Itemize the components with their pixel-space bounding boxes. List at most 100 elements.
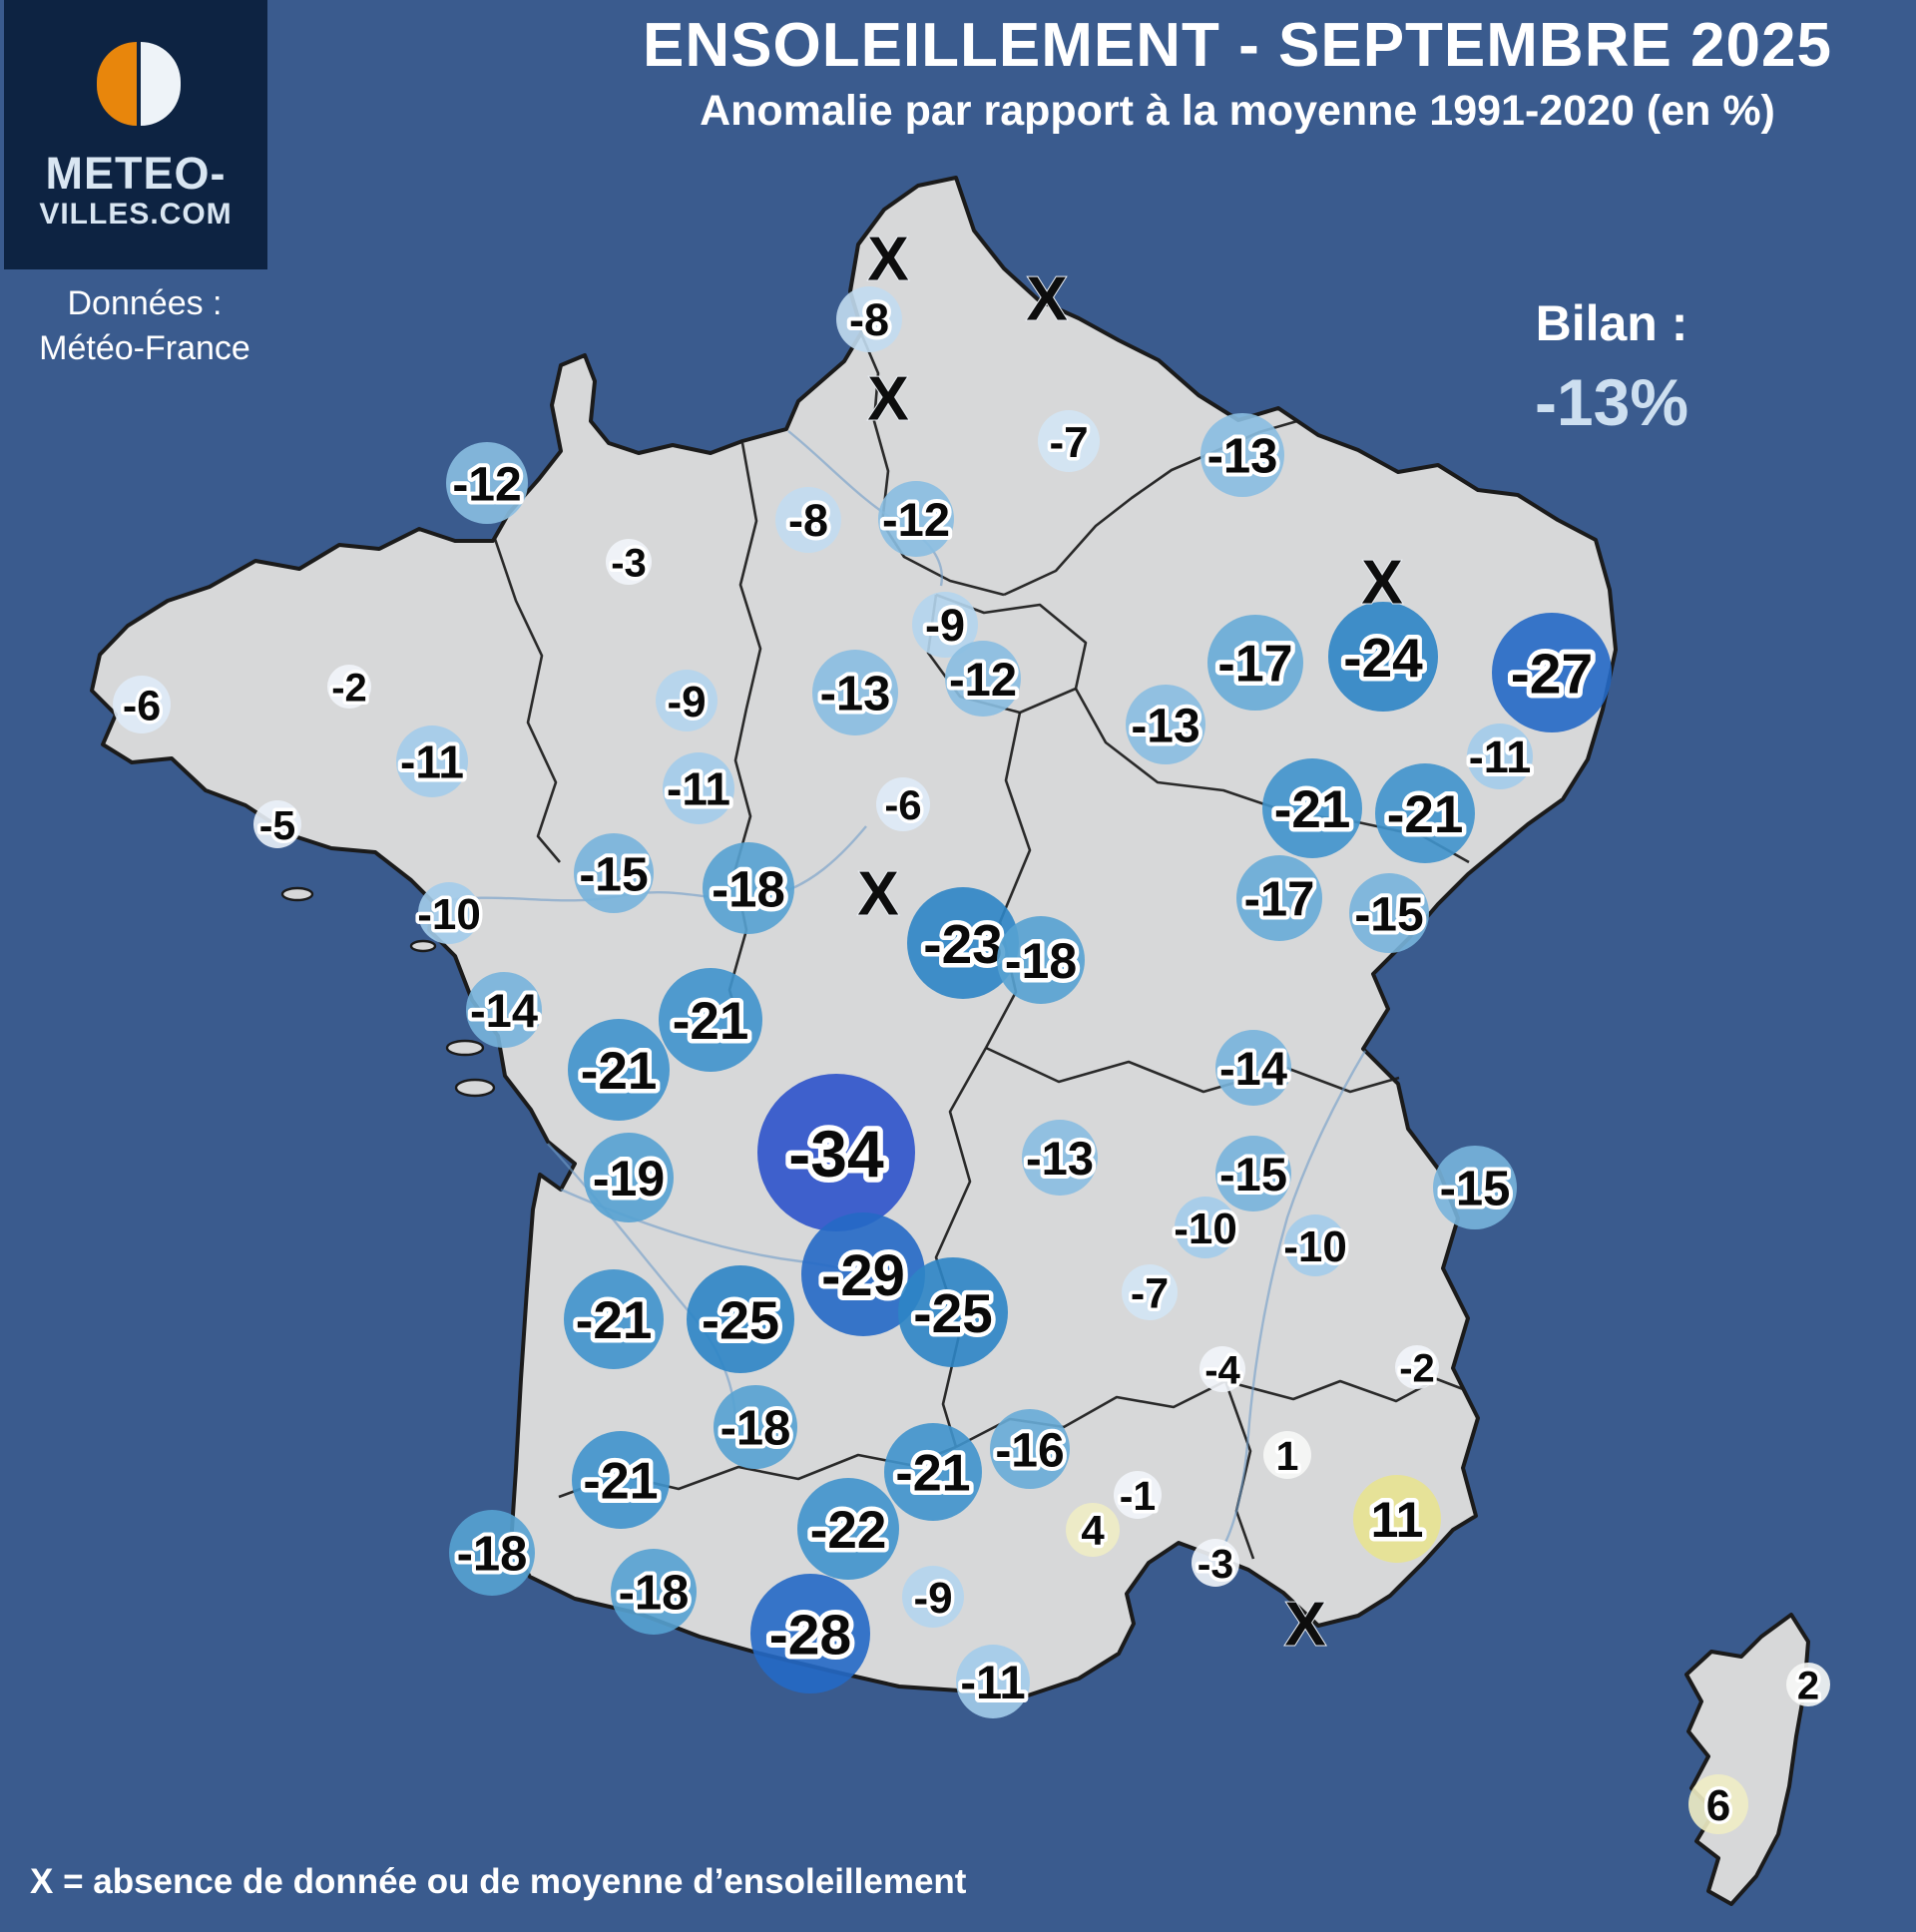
- anomaly-bubble: -17: [1236, 855, 1322, 941]
- anomaly-bubble: 11: [1353, 1475, 1441, 1563]
- anomaly-bubble-circle: [564, 1269, 664, 1369]
- anomaly-value: -18: [457, 1528, 528, 1582]
- anomaly-bubble: -3: [606, 538, 652, 589]
- anomaly-bubble-circle: [1263, 1431, 1311, 1479]
- anomaly-bubble-circle: [1433, 1146, 1517, 1229]
- anomaly-bubble: -14: [466, 972, 542, 1048]
- anomaly-bubble-circle: [446, 442, 528, 524]
- anomaly-bubble: -21: [884, 1423, 982, 1521]
- anomaly-bubble-circle: [449, 1510, 535, 1596]
- anomaly-bubble-circle: [113, 676, 171, 733]
- anomaly-value: -7: [1049, 418, 1088, 467]
- anomaly-value: -21: [581, 1042, 658, 1101]
- anomaly-bubble-circle: [797, 1478, 899, 1580]
- region-border: [727, 442, 762, 1041]
- anomaly-bubble-circle: [584, 1133, 674, 1222]
- anomaly-bubble: -2: [327, 663, 371, 714]
- anomaly-bubble: -12: [446, 442, 528, 524]
- anomaly-bubble: -2: [1395, 1343, 1439, 1394]
- brand-name-line2: VILLES.COM: [39, 198, 233, 231]
- region-border: [1224, 1377, 1464, 1403]
- anomaly-value: -8: [849, 294, 889, 345]
- anomaly-value: -21: [1274, 780, 1351, 839]
- anomaly-bubble-circle: [572, 1431, 670, 1529]
- anomaly-value: -21: [895, 1445, 970, 1503]
- anomaly-bubble-circle: [1215, 1030, 1291, 1106]
- anomaly-value: -19: [593, 1151, 665, 1207]
- anomaly-value: -8: [788, 495, 828, 546]
- anomaly-value: -15: [1219, 1148, 1287, 1201]
- anomaly-bubble-circle: [656, 670, 718, 731]
- anomaly-value: -10: [417, 890, 481, 939]
- anomaly-bubble: -15: [1433, 1146, 1517, 1229]
- no-data-x-marker: X: [867, 225, 908, 293]
- anomaly-value: -3: [611, 541, 647, 585]
- anomaly-bubble-circle: [1786, 1663, 1830, 1706]
- page-subtitle: Anomalie par rapport à la moyenne 1991-2…: [700, 87, 1775, 135]
- region-border: [984, 712, 1032, 1049]
- anomaly-value: -18: [720, 1402, 791, 1456]
- no-data-x-marker: X: [857, 859, 898, 928]
- anomaly-bubbles-layer: -8-7 -13-12-8 -12-3-9-12-13-17 -24 -27-11-2-…: [113, 286, 1830, 1834]
- anomaly-bubble-circle: [1284, 1214, 1346, 1276]
- data-source-line2: Météo-France: [39, 329, 250, 367]
- anomaly-bubble: -28: [750, 1574, 870, 1693]
- anomaly-bubble: -15: [1215, 1136, 1291, 1211]
- anomaly-value: -16: [995, 1424, 1064, 1477]
- anomaly-bubble-circle: [801, 1212, 925, 1336]
- anomaly-bubble-circle: [714, 1385, 797, 1469]
- anomaly-value: -10: [1174, 1205, 1237, 1253]
- anomaly-bubble-circle: [1200, 413, 1284, 497]
- anomaly-value: -1: [1120, 1473, 1156, 1519]
- anomaly-bubble: -21: [1375, 763, 1475, 863]
- anomaly-value: -11: [960, 1656, 1025, 1708]
- no-data-x-marker: X: [1026, 264, 1067, 333]
- meteo-villes-logo[interactable]: METEO- VILLES.COM: [4, 0, 267, 269]
- anomaly-bubble-circle: [687, 1265, 794, 1373]
- anomaly-bubble: -7: [1038, 410, 1100, 472]
- anomaly-value: -2: [1399, 1346, 1435, 1390]
- anomaly-bubble-circle: [990, 1409, 1070, 1489]
- anomaly-bubble-circle: [1349, 873, 1429, 953]
- anomaly-bubble-circle: [327, 665, 371, 709]
- anomaly-bubble-circle: [878, 481, 954, 557]
- anomaly-value: 4: [1081, 1507, 1105, 1554]
- anomaly-bubble: -18: [714, 1385, 797, 1469]
- data-source: Données : Météo-France: [0, 281, 289, 371]
- anomaly-value: -27: [1511, 643, 1593, 707]
- anomaly-bubble: 6: [1688, 1774, 1748, 1834]
- anomaly-bubble-circle: [945, 641, 1021, 717]
- anomaly-value: -29: [821, 1243, 905, 1308]
- anomaly-value: -6: [884, 781, 921, 828]
- anomaly-bubble-circle: [574, 833, 654, 913]
- region-border: [493, 538, 561, 863]
- anomaly-value: -25: [913, 1282, 993, 1344]
- anomaly-value: -15: [579, 848, 648, 901]
- anomaly-bubble: -10: [1280, 1214, 1350, 1276]
- river-rhone: [1216, 1050, 1367, 1558]
- anomaly-bubble: -22: [797, 1478, 899, 1580]
- anomaly-bubble: -15: [1349, 873, 1429, 953]
- anomaly-value: -18: [712, 860, 785, 917]
- region-border: [985, 1046, 1400, 1094]
- anomaly-bubble-circle: [912, 592, 978, 658]
- anomaly-bubble-circle: [1207, 615, 1303, 711]
- anomaly-bubble-circle: [1262, 758, 1362, 858]
- legend-note: X = absence de donnée ou de moyenne d’en…: [30, 1862, 967, 1901]
- region-border: [934, 1047, 988, 1448]
- river-loire: [432, 825, 867, 904]
- anomaly-bubble-circle: [703, 842, 794, 934]
- no-data-markers-layer: X X X X X X: [856, 224, 1403, 1660]
- anomaly-bubble: 2: [1786, 1661, 1830, 1711]
- anomaly-value: 6: [1706, 1781, 1730, 1830]
- anomaly-bubble-circle: [812, 650, 898, 735]
- anomaly-bubble: -8: [836, 286, 902, 352]
- anomaly-value: -12: [949, 653, 1017, 706]
- anomaly-value: -17: [1244, 873, 1315, 927]
- anomaly-bubble-circle: [1114, 1471, 1162, 1519]
- anomaly-value: -9: [913, 1574, 952, 1623]
- brand-name-line1: METEO-: [45, 148, 227, 199]
- anomaly-value: -14: [470, 984, 538, 1037]
- anomaly-bubble: -25: [898, 1257, 1008, 1367]
- anomaly-bubble-circle: [1215, 1136, 1291, 1211]
